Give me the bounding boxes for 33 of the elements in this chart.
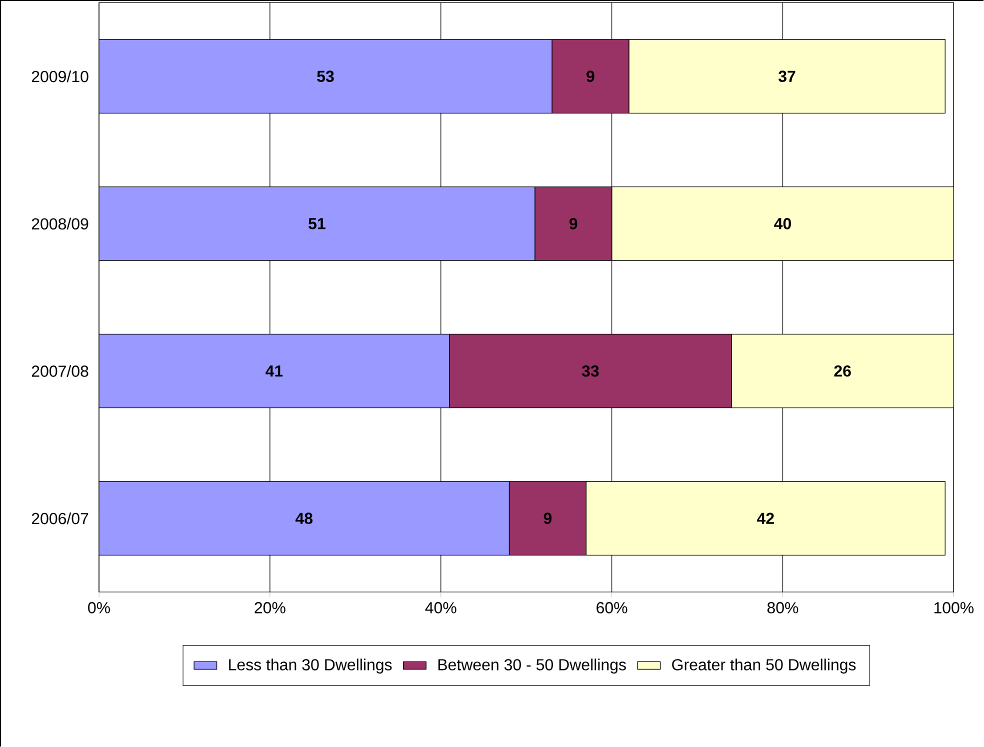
- x-tick-label: 0%: [88, 602, 110, 614]
- bar: [611, 186, 954, 261]
- data-label: 41: [266, 366, 283, 377]
- data-label: 42: [757, 512, 774, 524]
- data-label: 40: [774, 218, 791, 230]
- bar: [586, 481, 946, 556]
- data-label: 9: [586, 70, 594, 82]
- data-label: 48: [295, 512, 313, 524]
- data-label: 37: [778, 70, 796, 82]
- bar: [99, 186, 536, 261]
- legend-label: Between 30 - 50 Dwellings: [438, 658, 626, 674]
- bar: [99, 334, 450, 408]
- y-tick-label: 2008/09: [32, 218, 88, 230]
- bar: [99, 481, 510, 556]
- x-tick-label: 60%: [596, 602, 628, 614]
- x-tick-label: 100%: [934, 602, 974, 614]
- x-tick-label: 40%: [425, 602, 456, 614]
- x-tick-label: 20%: [254, 602, 286, 614]
- y-tick-label: 2009/10: [32, 70, 88, 82]
- legend-label: Greater than 50 Dwellings: [672, 658, 856, 674]
- data-label: 53: [317, 70, 334, 82]
- data-label: 33: [582, 365, 599, 377]
- data-label: 26: [834, 365, 851, 377]
- bar: [99, 39, 552, 114]
- y-tick-label: 2007/08: [32, 365, 88, 378]
- data-label: 9: [569, 218, 578, 230]
- y-tick-label: 2006/07: [32, 512, 88, 524]
- data-label: 51: [308, 218, 326, 230]
- legend-label: Less than 30 Dwellings: [229, 658, 392, 674]
- bar: [731, 334, 954, 408]
- data-label: 9: [544, 512, 552, 524]
- bar: [628, 39, 946, 114]
- x-tick-label: 80%: [767, 602, 798, 614]
